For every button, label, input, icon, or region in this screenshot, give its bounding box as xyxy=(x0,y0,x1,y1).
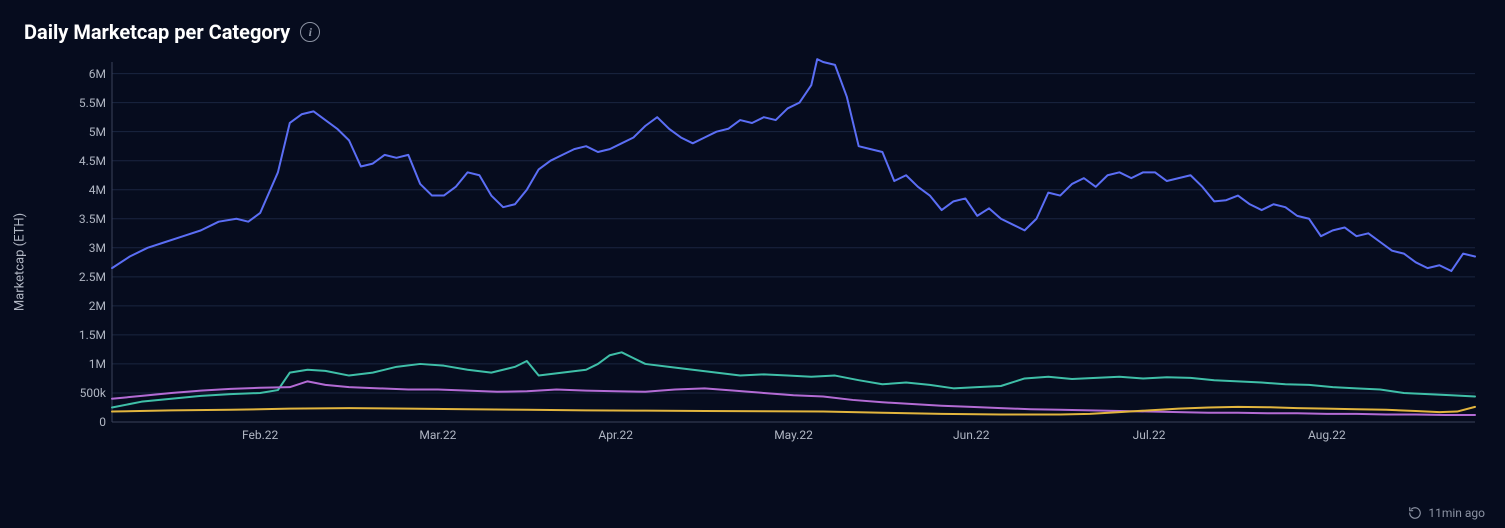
y-tick-label: 5.5M xyxy=(79,96,112,110)
refresh-status: 11min ago xyxy=(1408,506,1485,520)
y-tick-label: 0 xyxy=(99,415,112,429)
y-axis-label: Marketcap (ETH) xyxy=(13,213,28,311)
series-blue xyxy=(112,59,1475,271)
chart-title: Daily Marketcap per Category xyxy=(24,20,290,44)
series-teal xyxy=(112,352,1475,407)
y-tick-label: 4.5M xyxy=(79,154,112,168)
y-tick-label: 1M xyxy=(89,357,112,371)
refresh-time-text: 11min ago xyxy=(1428,506,1485,520)
x-tick-label: Feb.22 xyxy=(242,422,278,442)
x-tick-label: Aug.22 xyxy=(1308,422,1346,442)
series-purple xyxy=(112,381,1475,415)
y-tick-label: 500k xyxy=(80,386,112,400)
y-tick-label: 1.5M xyxy=(79,328,112,342)
chart-area: Marketcap (ETH) 0500k1M1.5M2M2.5M3M3.5M4… xyxy=(24,52,1485,472)
y-tick-label: 3.5M xyxy=(79,212,112,226)
x-tick-label: Apr.22 xyxy=(598,422,633,442)
y-tick-label: 2M xyxy=(89,299,112,313)
y-tick-label: 5M xyxy=(89,125,112,139)
y-tick-label: 2.5M xyxy=(79,270,112,284)
x-tick-label: May.22 xyxy=(774,422,813,442)
info-icon[interactable]: i xyxy=(300,22,320,42)
x-tick-label: Mar.22 xyxy=(419,422,456,442)
refresh-icon xyxy=(1408,506,1422,520)
plot-region[interactable]: 0500k1M1.5M2M2.5M3M3.5M4M4.5M5M5.5M6MFeb… xyxy=(112,62,1475,422)
y-tick-label: 6M xyxy=(89,67,112,81)
chart-panel: Daily Marketcap per Category i Marketcap… xyxy=(0,0,1505,528)
y-tick-label: 3M xyxy=(89,241,112,255)
chart-svg xyxy=(112,62,1475,422)
x-tick-label: Jun.22 xyxy=(953,422,990,442)
chart-header: Daily Marketcap per Category i xyxy=(24,20,1485,44)
x-tick-label: Jul.22 xyxy=(1133,422,1166,442)
y-tick-label: 4M xyxy=(89,183,112,197)
